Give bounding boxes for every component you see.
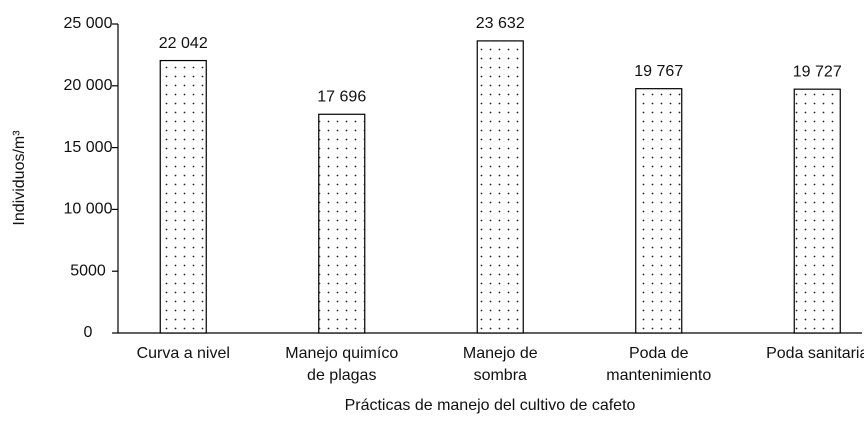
bar-pattern: [477, 40, 524, 334]
value-label: 19 727: [793, 63, 842, 80]
y-tick-label: 20 000: [64, 77, 113, 94]
y-tick-label: 10 000: [64, 201, 113, 218]
x-axis-title: Prácticas de manejo del cultivo de cafet…: [345, 397, 636, 414]
bar-pattern: [794, 89, 841, 333]
y-tick-label: 0: [84, 324, 93, 341]
value-label: 19 767: [634, 63, 683, 80]
x-tick-label: Poda sanitaria: [766, 345, 864, 362]
y-tick-label: 15 000: [64, 139, 113, 156]
value-label: 17 696: [317, 88, 366, 105]
bar-pattern: [160, 60, 207, 333]
x-tick-label: Manejo de sombra: [463, 345, 538, 384]
x-tick-label: Curva a nivel: [137, 345, 230, 362]
x-tick-label: Manejo quimíco de plagas: [285, 345, 398, 384]
bar-pattern: [318, 114, 365, 334]
y-tick-label: 25 000: [64, 15, 113, 32]
x-tick-label: Poda de mantenimiento: [606, 345, 711, 384]
y-axis-title: Individuos/m³: [11, 130, 28, 226]
y-tick-label: 5000: [70, 262, 106, 279]
value-label: 23 632: [476, 15, 525, 32]
value-label: 22 042: [159, 35, 208, 52]
bar-pattern: [635, 88, 682, 334]
